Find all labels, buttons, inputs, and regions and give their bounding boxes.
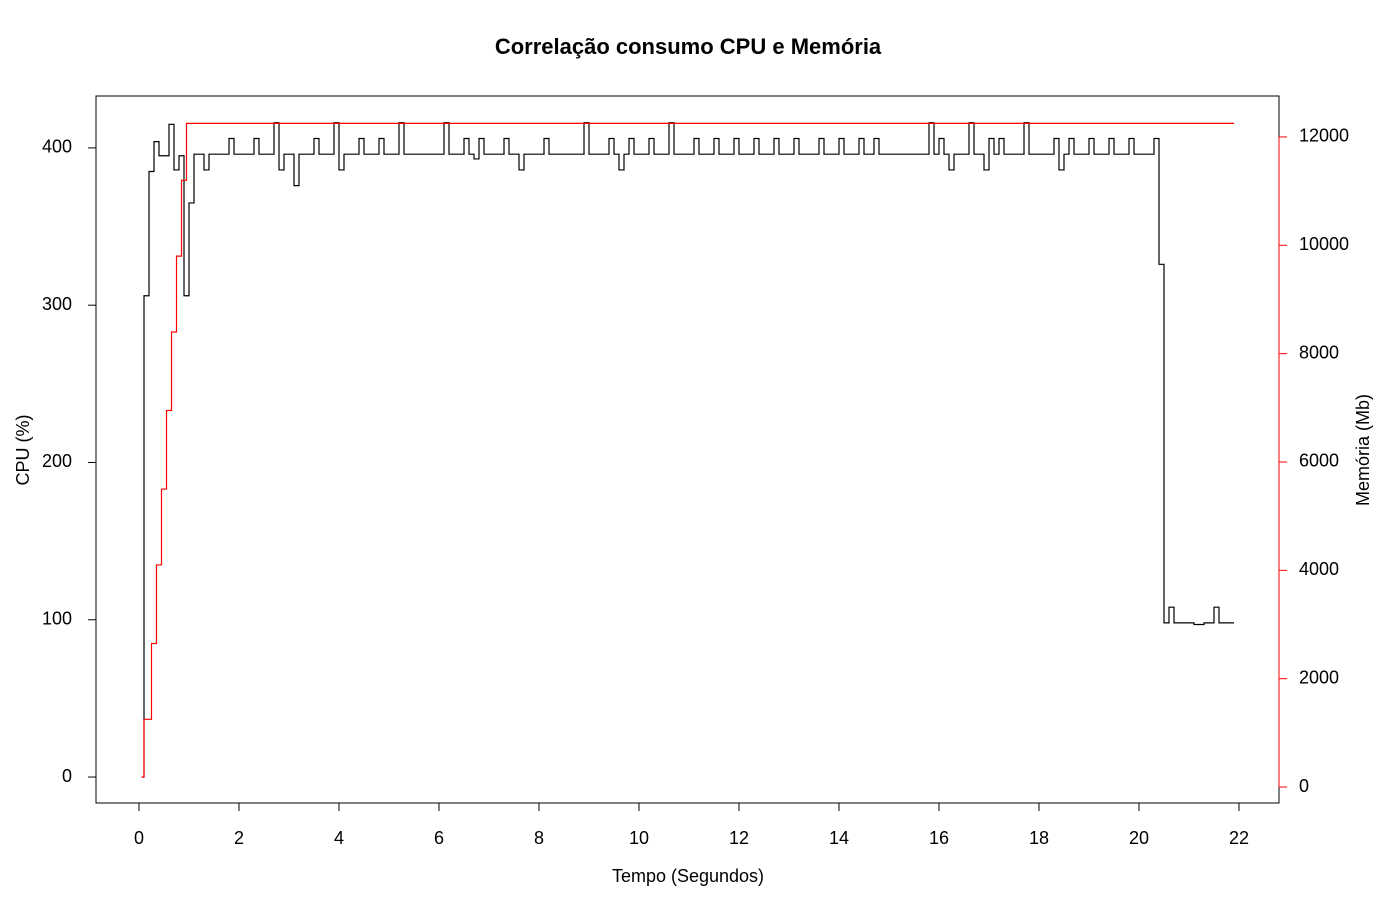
x-tick-label: 16 [929,828,949,848]
y2-tick-label: 2000 [1299,667,1339,687]
x-tick-label: 2 [234,828,244,848]
y-tick-label: 200 [42,451,72,471]
x-tick-label: 14 [829,828,849,848]
y2-tick-label: 4000 [1299,559,1339,579]
y-tick-label: 400 [42,137,72,157]
y-axis-label: CPU (%) [13,415,33,486]
x-tick-label: 0 [134,828,144,848]
x-tick-label: 4 [334,828,344,848]
y-tick-label: 0 [62,766,72,786]
x-tick-label: 18 [1029,828,1049,848]
x-axis-label: Tempo (Segundos) [612,866,764,886]
y-tick-label: 300 [42,294,72,314]
chart-title: Correlação consumo CPU e Memória [495,34,882,59]
y2-tick-label: 12000 [1299,126,1349,146]
y2-tick-label: 0 [1299,776,1309,796]
x-tick-label: 20 [1129,828,1149,848]
y2-axis-label: Memória (Mb) [1353,394,1373,506]
y-tick-label: 100 [42,609,72,629]
series-line [142,122,1234,778]
plot-frame [95,95,1280,804]
x-tick-label: 22 [1229,828,1249,848]
x-tick-label: 8 [534,828,544,848]
x-tick-label: 10 [629,828,649,848]
y2-tick-label: 10000 [1299,234,1349,254]
y2-tick-label: 8000 [1299,342,1339,362]
x-tick-label: 12 [729,828,749,848]
x-tick-label: 6 [434,828,444,848]
series-line [141,122,1234,778]
y2-tick-label: 6000 [1299,451,1339,471]
